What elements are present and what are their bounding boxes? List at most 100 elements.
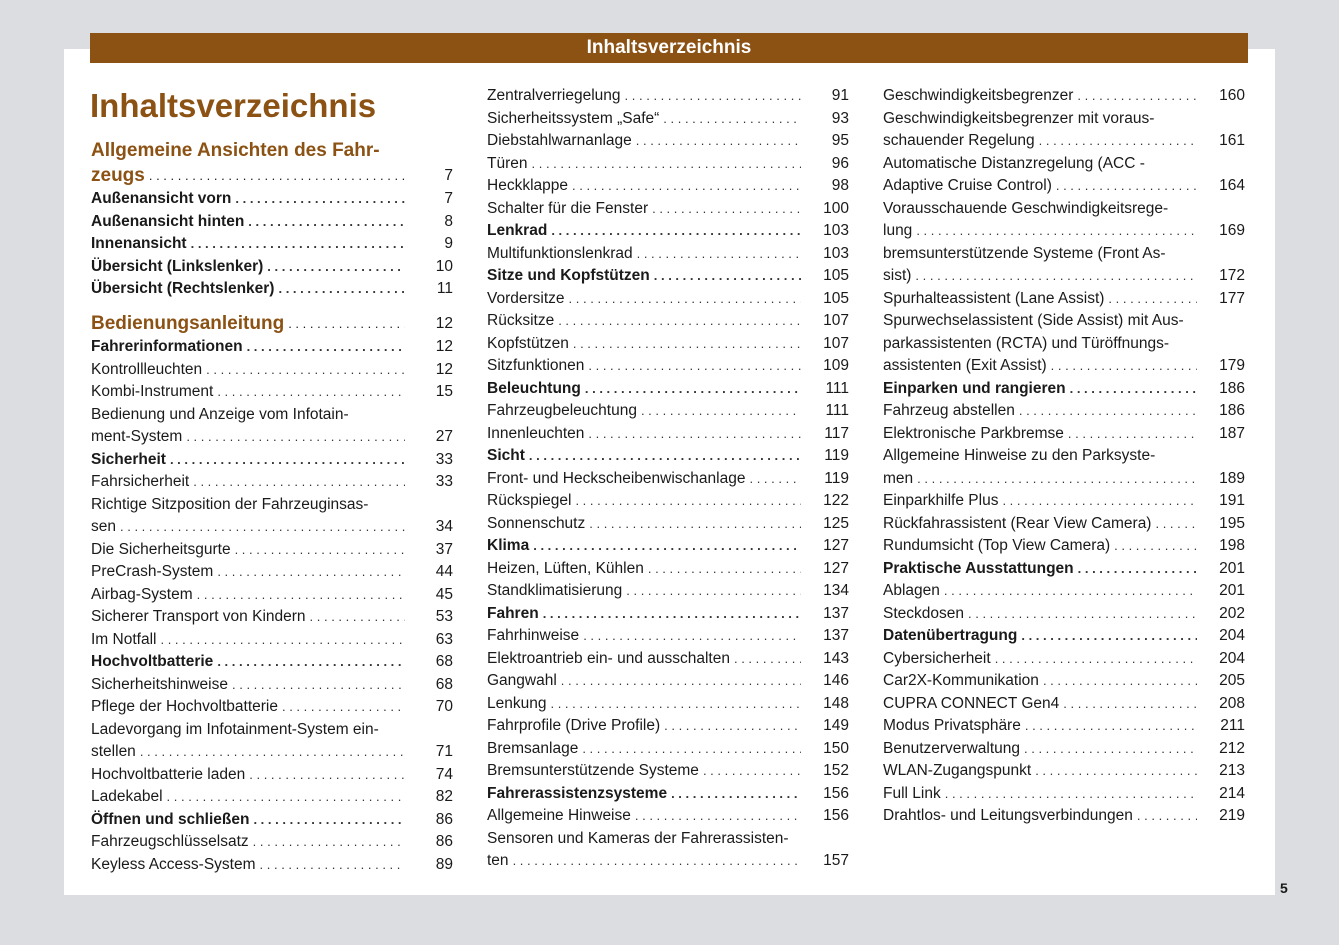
toc-entry[interactable]: Kopfstützen 107	[487, 333, 854, 356]
toc-entry[interactable]: Drahtlos- und Leitungsverbindungen 219	[883, 805, 1250, 828]
dot-leader	[1108, 288, 1197, 311]
toc-entry[interactable]: WLAN-Zugangspunkt 213	[883, 760, 1250, 783]
toc-entry[interactable]: Cybersicherheit 204	[883, 648, 1250, 671]
toc-entry[interactable]: Übersicht (Rechtslenker) 11	[91, 278, 458, 301]
toc-entry[interactable]: Car2X-Kommunikation 205	[883, 670, 1250, 693]
toc-entry[interactable]: Multifunktionslenkrad 103	[487, 243, 854, 266]
toc-entry[interactable]: Sitze und Kopfstützen 105	[487, 265, 854, 288]
toc-entry[interactable]: Einparken und rangieren 186	[883, 378, 1250, 401]
toc-page-number: 107	[823, 334, 849, 352]
toc-entry[interactable]: Standklimatisierung 134	[487, 580, 854, 603]
toc-entry[interactable]: Sicherheit 33	[91, 449, 458, 472]
toc-entry[interactable]: Fahrsicherheit 33	[91, 471, 458, 494]
toc-entry[interactable]: Beleuchtung 111	[487, 378, 854, 401]
toc-entry[interactable]: Benutzerverwaltung 212	[883, 738, 1250, 761]
toc-entry[interactable]: Die Sicherheitsgurte 37	[91, 539, 458, 562]
toc-entry[interactable]: Automatische Distanzregelung (ACC - Adapt…	[883, 153, 1250, 198]
toc-entry[interactable]: Praktische Ausstattungen 201	[883, 558, 1250, 581]
toc-entry-text: Schalter für die Fenster	[487, 199, 649, 217]
toc-entry[interactable]: Sicherheitshinweise 68	[91, 674, 458, 697]
toc-entry[interactable]: Keyless Access-System 89	[91, 854, 458, 877]
toc-entry[interactable]: Geschwindigkeitsbegrenzer mit voraus-sch…	[883, 108, 1250, 153]
toc-entry-text: Praktische Ausstattungen	[883, 559, 1074, 577]
toc-entry[interactable]: Schalter für die Fenster 100	[487, 198, 854, 221]
toc-entry[interactable]: Modus Privatsphäre 211	[883, 715, 1250, 738]
toc-entry[interactable]: Bedienung und Anzeige vom Infotain-ment-…	[91, 404, 458, 449]
dot-leader	[197, 584, 405, 607]
toc-entry[interactable]: Übersicht (Linkslenker) 10	[91, 256, 458, 279]
toc-entry[interactable]: Einparkhilfe Plus 191	[883, 490, 1250, 513]
toc-entry[interactable]: Fahrhinweise 137	[487, 625, 854, 648]
dot-leader	[278, 278, 405, 301]
toc-entry[interactable]: Rückspiegel 122	[487, 490, 854, 513]
toc-entry[interactable]: Lenkrad 103	[487, 220, 854, 243]
toc-entry-text: Benutzerverwaltung	[883, 739, 1020, 757]
toc-section[interactable]: Bedienungsanleitung 12	[91, 312, 458, 337]
dot-leader	[588, 423, 801, 446]
toc-entry[interactable]: CUPRA CONNECT Gen4 208	[883, 693, 1250, 716]
toc-entry[interactable]: Fahren 137	[487, 603, 854, 626]
toc-entry[interactable]: Rückfahrassistent (Rear View Camera) 195	[883, 513, 1250, 536]
toc-entry[interactable]: Richtige Sitzposition der Fahrzeuginsas-…	[91, 494, 458, 539]
toc-entry[interactable]: Pflege der Hochvoltbatterie 70	[91, 696, 458, 719]
toc-entry[interactable]: Elektroantrieb ein- und ausschalten 143	[487, 648, 854, 671]
toc-entry[interactable]: Klima 127	[487, 535, 854, 558]
toc-entry[interactable]: Hochvoltbatterie laden 74	[91, 764, 458, 787]
toc-entry[interactable]: Kontrollleuchten 12	[91, 359, 458, 382]
toc-entry[interactable]: Sicht 119	[487, 445, 854, 468]
toc-entry[interactable]: Gangwahl 146	[487, 670, 854, 693]
toc-entry[interactable]: Geschwindigkeitsbegrenzer 160	[883, 85, 1250, 108]
toc-entry[interactable]: Zentralverriegelung 91	[487, 85, 854, 108]
toc-entry[interactable]: Rundumsicht (Top View Camera) 198	[883, 535, 1250, 558]
toc-entry[interactable]: Außenansicht vorn 7	[91, 188, 458, 211]
toc-entry[interactable]: Fahrzeug abstellen 186	[883, 400, 1250, 423]
toc-entry[interactable]: Sensoren und Kameras der Fahrerassisten-…	[487, 828, 854, 873]
toc-entry[interactable]: Ladekabel 82	[91, 786, 458, 809]
toc-entry[interactable]: Sitzfunktionen 109	[487, 355, 854, 378]
toc-entry[interactable]: Sonnenschutz 125	[487, 513, 854, 536]
toc-entry[interactable]: Innenleuchten 117	[487, 423, 854, 446]
toc-entry[interactable]: Kombi-Instrument 15	[91, 381, 458, 404]
toc-entry[interactable]: Spurhalteassistent (Lane Assist) 177	[883, 288, 1250, 311]
toc-entry-text: Hochvoltbatterie	[91, 653, 214, 670]
dot-leader	[170, 449, 405, 472]
toc-entry[interactable]: Ablagen 201	[883, 580, 1250, 603]
toc-entry[interactable]: Hochvoltbatterie 68	[91, 651, 458, 674]
toc-entry[interactable]: Front- und Heckscheibenwischanlage 119	[487, 468, 854, 491]
toc-entry[interactable]: Außenansicht hinten 8	[91, 211, 458, 234]
toc-entry[interactable]: Allgemeine Hinweise zu den Parksyste-men…	[883, 445, 1250, 490]
toc-entry[interactable]: Heizen, Lüften, Kühlen 127	[487, 558, 854, 581]
toc-entry[interactable]: Im Notfall 63	[91, 629, 458, 652]
toc-entry[interactable]: Fahrzeugschlüsselsatz 86	[91, 831, 458, 854]
toc-entry[interactable]: Steckdosen 202	[883, 603, 1250, 626]
toc-entry[interactable]: Fahrerinformationen 12	[91, 336, 458, 359]
toc-entry[interactable]: Ladevorgang im Infotainment-System ein-s…	[91, 719, 458, 764]
toc-entry[interactable]: Diebstahlwarnanlage 95	[487, 130, 854, 153]
toc-entry[interactable]: Spurwechselassistent (Side Assist) mit A…	[883, 310, 1250, 378]
toc-entry[interactable]: Vorausschauende Geschwindigkeitsrege-lun…	[883, 198, 1250, 243]
toc-entry-text: Allgemeine Hinweise zu den Parksyste-	[883, 447, 1156, 464]
toc-entry[interactable]: PreCrash-System 44	[91, 561, 458, 584]
toc-entry[interactable]: Fahrprofile (Drive Profile) 149	[487, 715, 854, 738]
toc-entry[interactable]: Innenansicht 9	[91, 233, 458, 256]
toc-entry[interactable]: Rücksitze 107	[487, 310, 854, 333]
toc-entry[interactable]: Vordersitze 105	[487, 288, 854, 311]
toc-entry[interactable]: Fahrerassistenzsysteme 156	[487, 783, 854, 806]
toc-entry[interactable]: bremsunterstützende Systeme (Front As-si…	[883, 243, 1250, 288]
toc-entry[interactable]: Bremsunterstützende Systeme 152	[487, 760, 854, 783]
toc-entry[interactable]: Sicherheitssystem „Safe“ 93	[487, 108, 854, 131]
toc-section[interactable]: Allgemeine Ansichten des Fahr-zeugs 7	[91, 139, 458, 188]
dot-leader	[558, 310, 801, 333]
toc-entry[interactable]: Türen 96	[487, 153, 854, 176]
toc-entry[interactable]: Lenkung 148	[487, 693, 854, 716]
toc-entry[interactable]: Elektronische Parkbremse 187	[883, 423, 1250, 446]
toc-entry[interactable]: Allgemeine Hinweise 156	[487, 805, 854, 828]
toc-entry[interactable]: Datenübertragung 204	[883, 625, 1250, 648]
toc-entry[interactable]: Öffnen und schließen 86	[91, 809, 458, 832]
toc-entry[interactable]: Bremsanlage 150	[487, 738, 854, 761]
toc-entry[interactable]: Airbag-System 45	[91, 584, 458, 607]
toc-entry[interactable]: Sicherer Transport von Kindern 53	[91, 606, 458, 629]
toc-entry[interactable]: Heckklappe 98	[487, 175, 854, 198]
toc-entry[interactable]: Full Link 214	[883, 783, 1250, 806]
toc-entry[interactable]: Fahrzeugbeleuchtung 111	[487, 400, 854, 423]
